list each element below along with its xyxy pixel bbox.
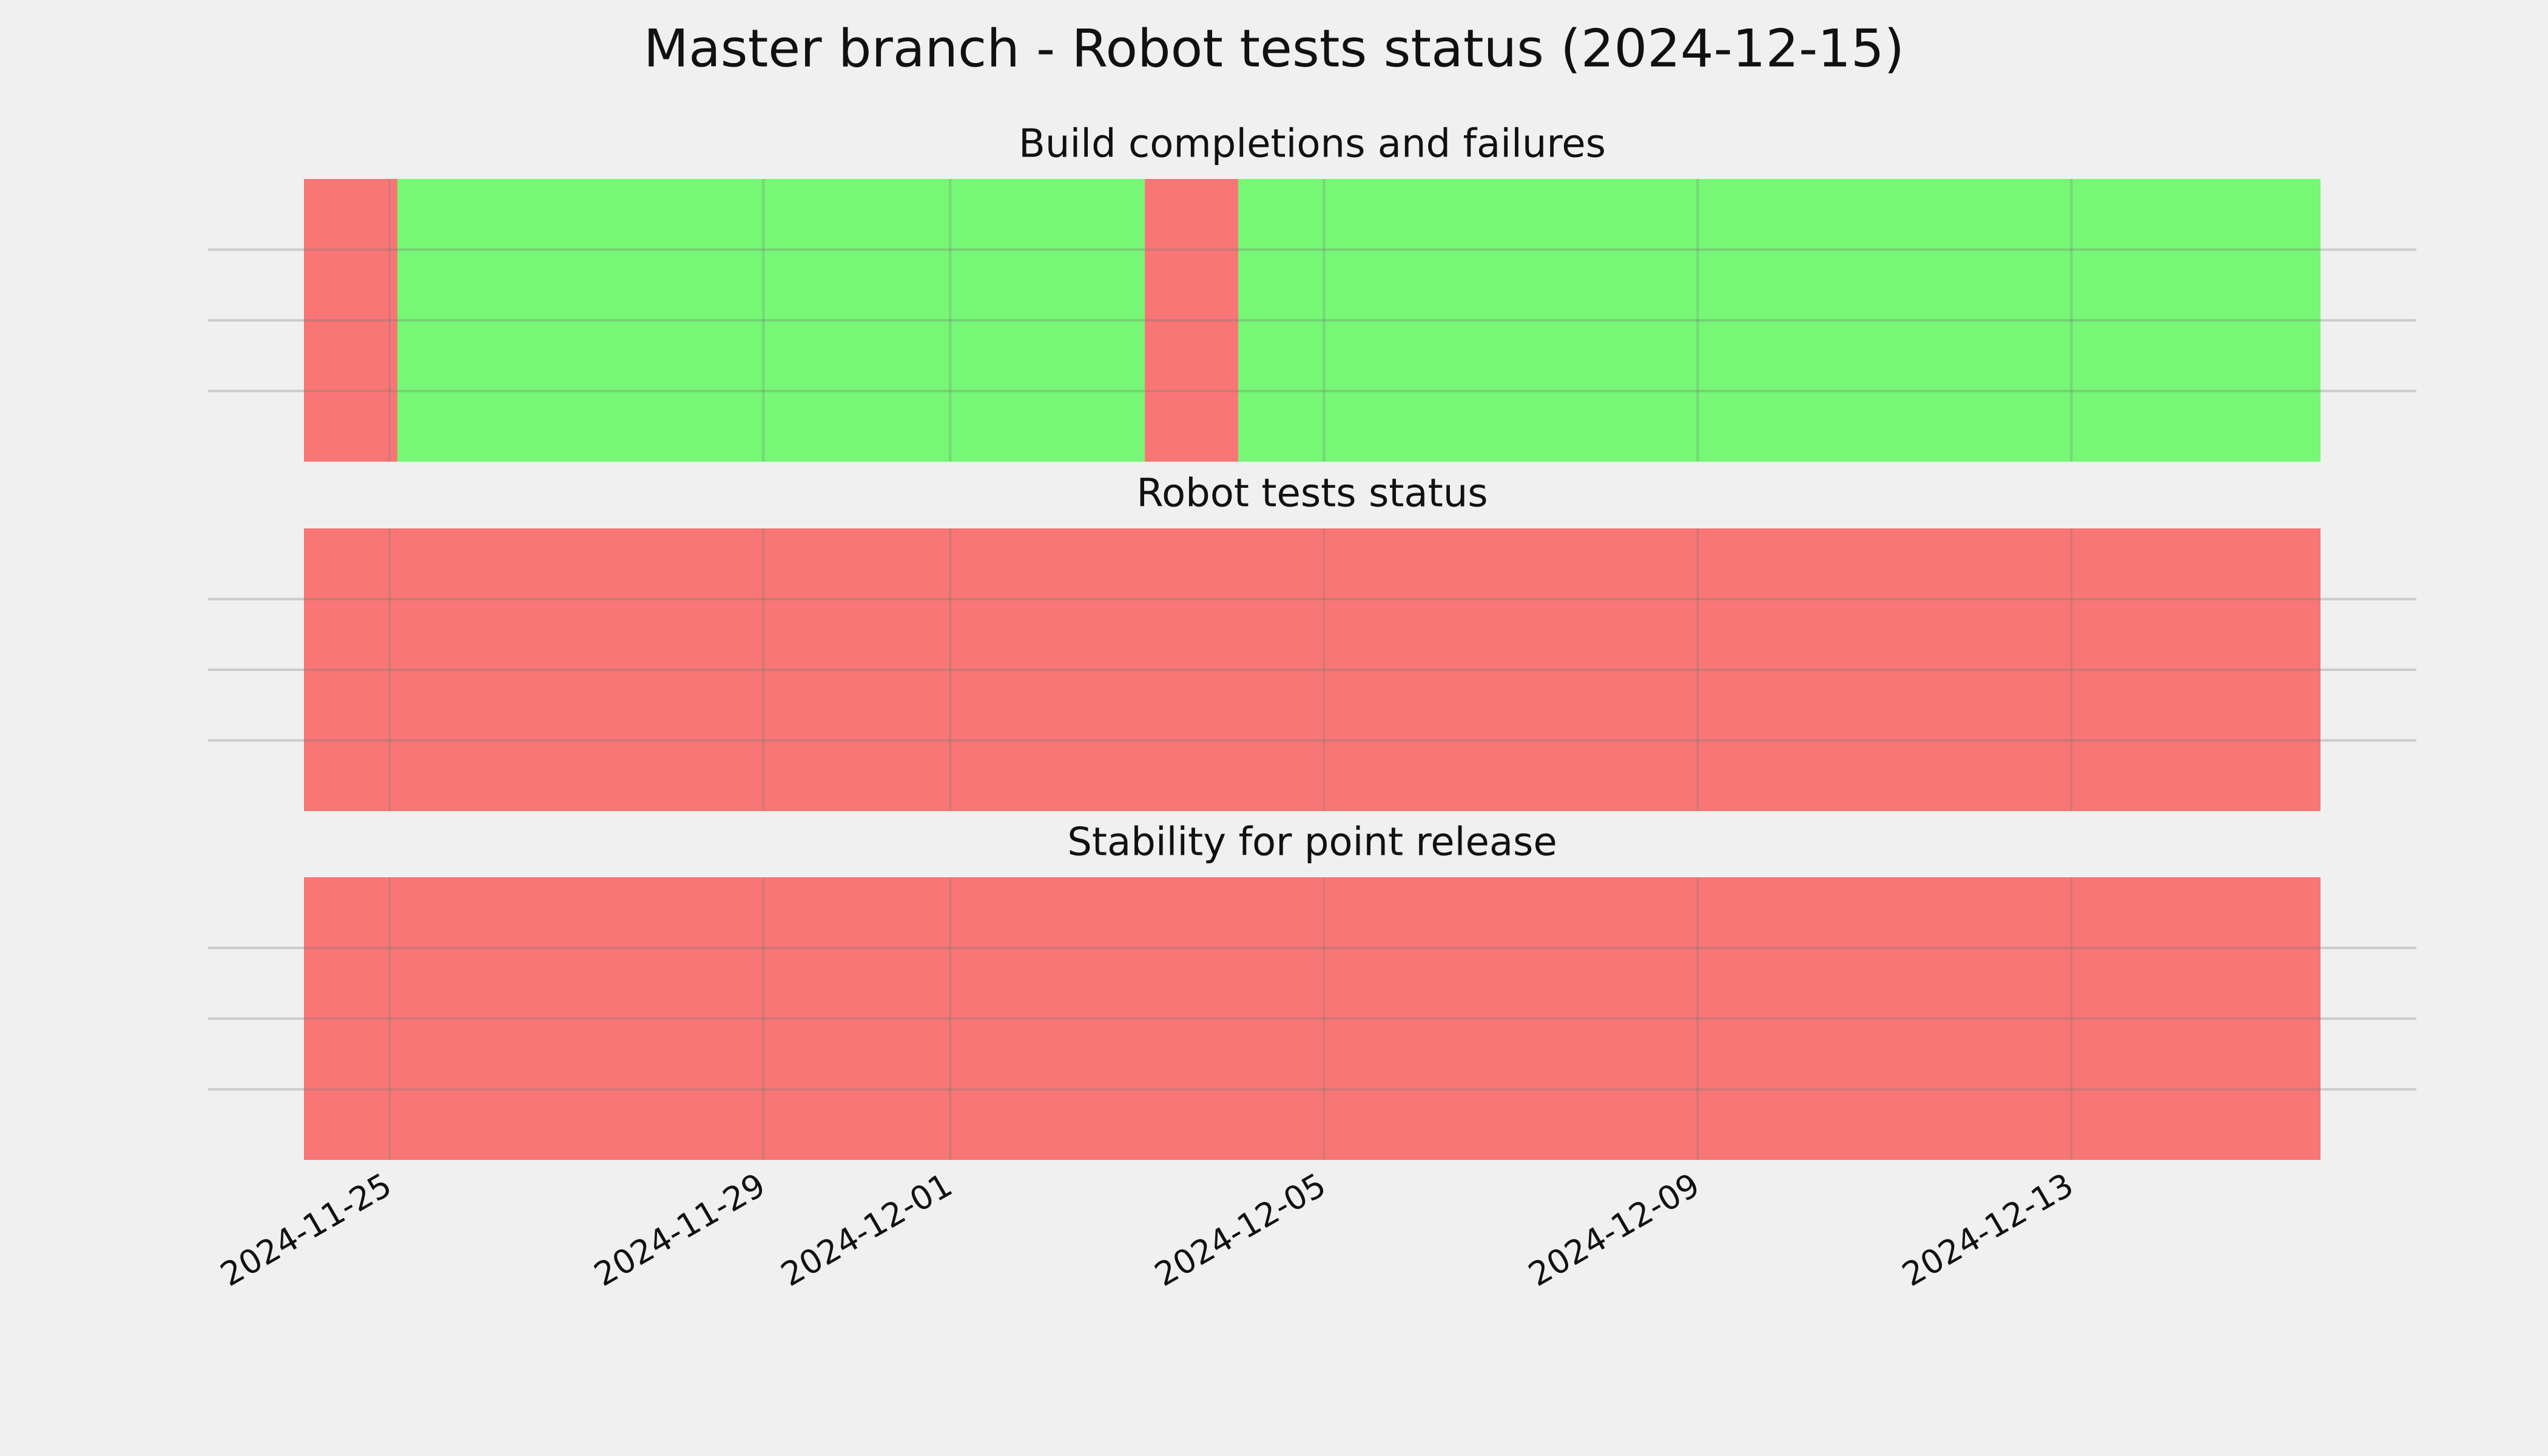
status-band bbox=[304, 179, 398, 462]
status-band bbox=[304, 877, 2320, 1160]
subplot-title: Robot tests status bbox=[1136, 471, 1488, 516]
status-band bbox=[397, 179, 1145, 462]
chart-title: Master branch - Robot tests status (2024… bbox=[644, 18, 1904, 79]
x-tick-label: 2024-11-25 bbox=[214, 1165, 398, 1293]
x-tick-label: 2024-12-09 bbox=[1522, 1165, 1706, 1293]
status-band bbox=[1238, 179, 2320, 462]
x-tick-label: 2024-12-05 bbox=[1148, 1165, 1332, 1293]
x-tick-label: 2024-11-29 bbox=[588, 1165, 772, 1293]
status-band bbox=[304, 528, 2320, 811]
status-band bbox=[1145, 179, 1239, 462]
x-tick-label: 2024-12-13 bbox=[1896, 1165, 2080, 1293]
subplot-title: Stability for point release bbox=[1067, 820, 1557, 865]
subplot-title: Build completions and failures bbox=[1019, 122, 1606, 167]
x-tick-label: 2024-12-01 bbox=[775, 1165, 959, 1293]
